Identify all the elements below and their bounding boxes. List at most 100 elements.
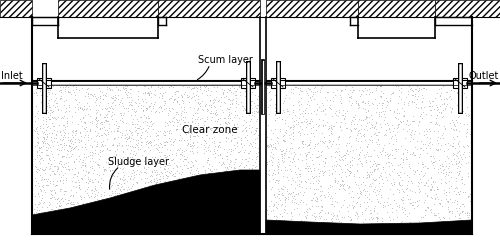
Point	[272, 91, 280, 94]
Point	[372, 86, 380, 90]
Point	[456, 216, 464, 220]
Point	[74, 137, 82, 141]
Point	[295, 145, 303, 149]
Point	[408, 189, 416, 193]
Point	[222, 154, 230, 158]
Point	[425, 99, 433, 103]
Point	[338, 215, 346, 219]
Point	[448, 144, 456, 148]
Point	[44, 184, 52, 187]
Point	[354, 106, 362, 110]
Point	[248, 166, 256, 170]
Point	[314, 117, 322, 121]
Point	[35, 146, 43, 150]
Point	[342, 114, 349, 118]
Point	[384, 196, 392, 200]
Point	[212, 111, 220, 115]
Point	[76, 187, 84, 191]
Point	[108, 158, 116, 162]
Point	[400, 102, 408, 106]
Point	[89, 94, 97, 98]
Point	[393, 130, 401, 134]
Point	[196, 205, 204, 209]
Point	[400, 206, 407, 210]
Point	[121, 133, 129, 137]
Point	[212, 190, 220, 194]
Point	[164, 196, 172, 200]
Point	[146, 124, 154, 128]
Point	[326, 103, 334, 107]
Point	[36, 145, 44, 149]
Point	[447, 221, 455, 225]
Point	[36, 222, 44, 226]
Point	[36, 224, 44, 228]
Point	[36, 169, 44, 172]
Point	[268, 131, 276, 135]
Point	[54, 152, 62, 156]
Point	[370, 204, 378, 208]
Point	[284, 178, 292, 182]
Point	[170, 210, 178, 214]
Point	[198, 230, 206, 234]
Point	[150, 179, 158, 183]
Point	[360, 127, 368, 131]
Point	[356, 191, 364, 195]
Point	[215, 160, 223, 164]
Point	[154, 161, 162, 165]
Point	[77, 138, 85, 142]
Point	[288, 116, 296, 120]
Point	[384, 164, 392, 168]
Point	[104, 109, 112, 113]
Point	[250, 114, 258, 118]
Point	[197, 130, 205, 134]
Point	[102, 214, 110, 218]
Point	[353, 169, 361, 173]
Point	[39, 118, 47, 122]
Point	[297, 218, 305, 222]
Point	[453, 134, 461, 138]
Point	[426, 154, 434, 158]
Point	[288, 131, 296, 135]
Point	[290, 207, 298, 211]
Point	[276, 198, 284, 202]
Point	[234, 215, 242, 219]
Point	[204, 171, 212, 175]
Point	[110, 154, 118, 157]
Point	[58, 211, 66, 215]
Point	[281, 139, 289, 143]
Point	[180, 107, 188, 111]
Point	[84, 220, 92, 224]
Point	[138, 136, 145, 139]
Point	[192, 133, 200, 137]
Point	[48, 97, 56, 101]
Point	[76, 176, 84, 180]
Point	[134, 141, 142, 145]
Point	[364, 101, 372, 105]
Point	[59, 116, 67, 120]
Point	[236, 81, 244, 85]
Point	[302, 122, 310, 126]
Point	[91, 186, 99, 190]
Point	[210, 112, 218, 116]
Point	[210, 100, 218, 104]
Point	[361, 193, 369, 197]
Point	[55, 83, 63, 87]
Point	[78, 176, 86, 180]
Point	[270, 193, 278, 197]
Point	[68, 133, 76, 137]
Point	[94, 162, 102, 166]
Point	[409, 203, 417, 207]
Point	[176, 202, 184, 206]
Point	[445, 170, 453, 174]
Point	[444, 205, 452, 209]
Point	[68, 212, 76, 215]
Point	[280, 133, 288, 137]
Point	[300, 210, 308, 214]
Point	[207, 225, 215, 229]
Point	[282, 189, 290, 193]
Point	[351, 127, 359, 131]
Point	[414, 184, 422, 188]
Point	[84, 181, 92, 185]
Point	[37, 100, 45, 104]
Point	[43, 148, 51, 152]
